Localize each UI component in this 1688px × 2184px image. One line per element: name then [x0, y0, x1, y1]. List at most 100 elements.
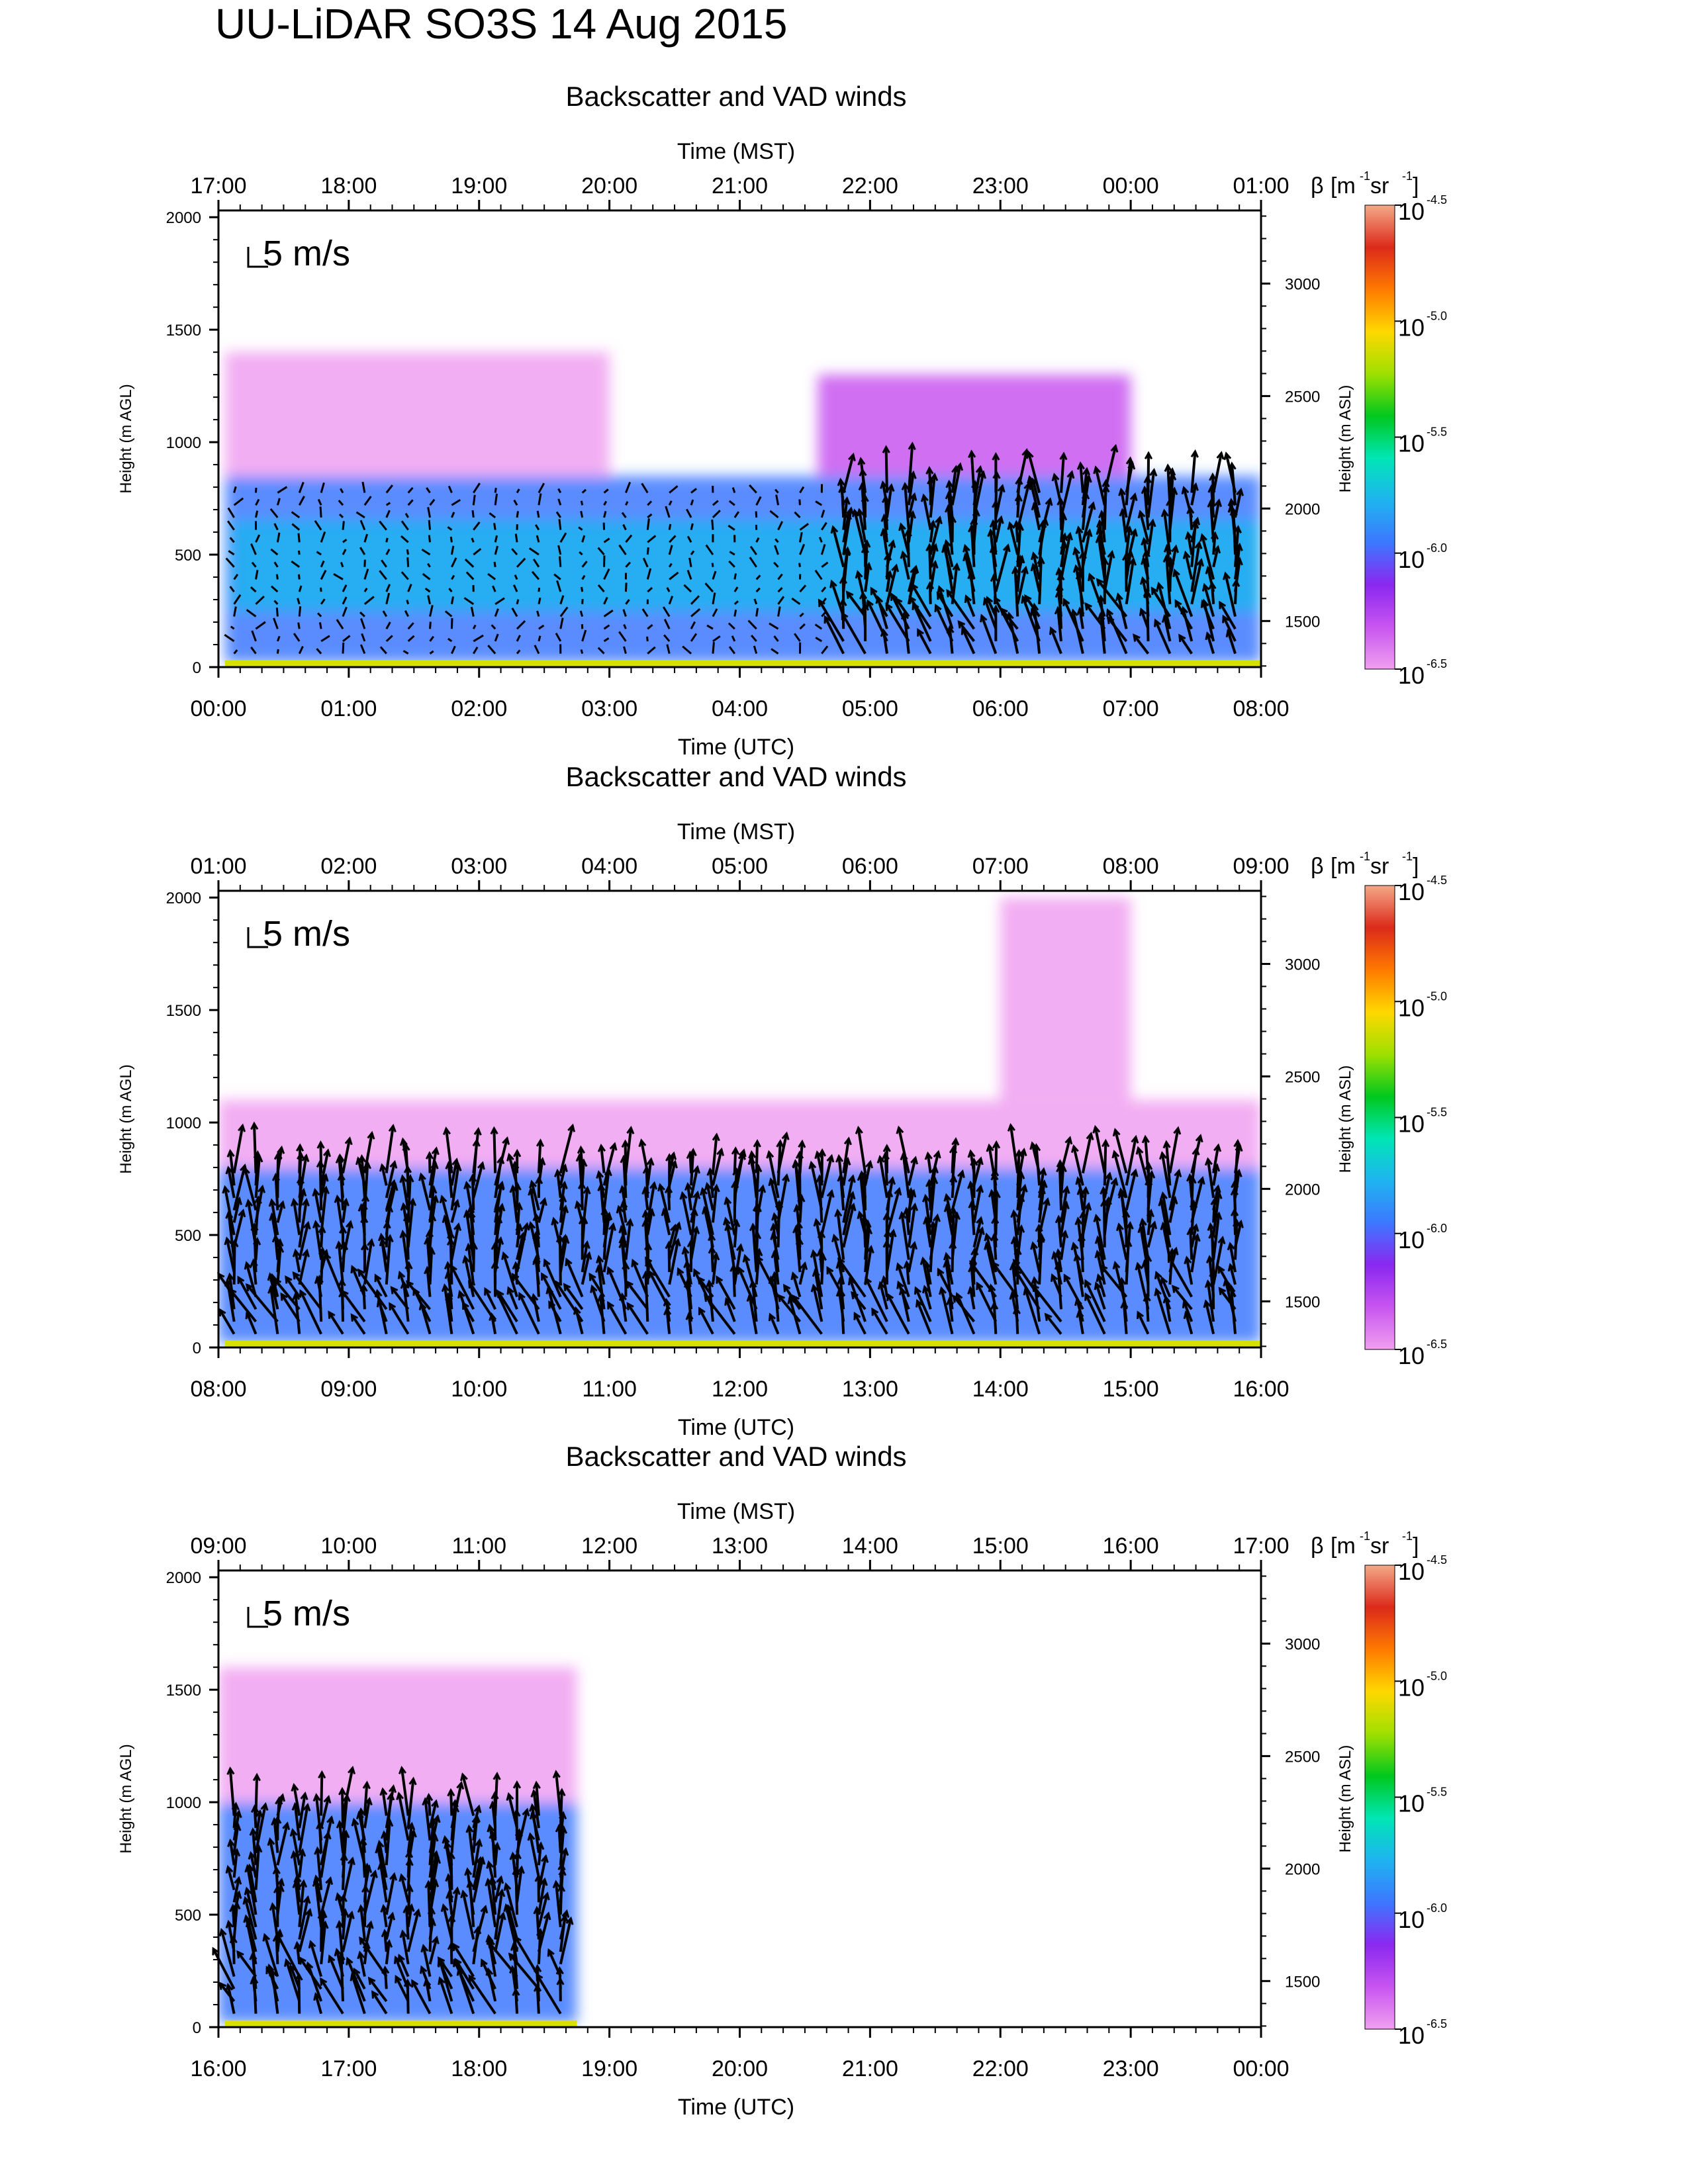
colorbar: [1364, 885, 1395, 1350]
wind-arrowhead: [260, 1801, 269, 1811]
wind-vector: [897, 1281, 910, 1310]
wind-vector: [363, 1132, 373, 1173]
colorbar-label-exp2: -1: [1402, 1529, 1413, 1543]
wind-arrowhead: [420, 1965, 428, 1974]
wind-vector: [769, 510, 779, 519]
wind-vector: [342, 596, 348, 605]
wind-arrowhead: [346, 1220, 353, 1229]
wind-vector: [851, 1292, 867, 1310]
wind-vector: [728, 560, 735, 568]
wind-arrowhead: [552, 1770, 561, 1779]
wind-vector: [335, 1949, 344, 1977]
wind-vector: [686, 570, 692, 580]
wind-vector: [492, 585, 496, 592]
wind-vector: [769, 622, 779, 630]
wind-arrowhead: [432, 1814, 441, 1823]
wind-vector: [559, 1918, 573, 1965]
panel-title: Backscatter and VAD winds: [565, 761, 906, 792]
wind-vector: [352, 1819, 366, 1866]
colorbar-label: β [m -1 sr -1]: [1311, 1529, 1419, 1559]
wind-vector: [298, 1909, 312, 1952]
wind-arrowhead: [312, 1220, 321, 1229]
wind-vector: [668, 523, 672, 530]
wind-arrowhead: [1042, 1197, 1051, 1206]
wind-arrowhead: [993, 596, 1001, 604]
wind-vector: [1125, 1222, 1132, 1273]
wind-vector: [428, 1815, 440, 1853]
colorbar-tick-base: 10: [1398, 546, 1425, 573]
wind-vector: [438, 1957, 453, 1978]
wind-vector: [280, 1293, 301, 1323]
wind-vector: [777, 606, 781, 617]
wind-vector: [1103, 445, 1117, 494]
y-tick-label: 500: [175, 1907, 201, 1925]
wind-vector: [487, 1940, 518, 1978]
wind-arrowhead: [731, 1146, 740, 1155]
wind-vector: [831, 526, 845, 568]
x-top-tick-label: 19:00: [451, 173, 507, 199]
wind-vector: [686, 508, 692, 518]
wind-vector: [597, 647, 605, 655]
wind-vector: [716, 1276, 736, 1310]
colorbar-tick-base: 10: [1398, 1558, 1425, 1585]
wind-arrowhead: [921, 1285, 930, 1294]
wind-arrowhead: [1064, 1136, 1073, 1145]
wind-vector: [447, 1875, 453, 1903]
colorbar-tick-exponent: -5.0: [1427, 989, 1447, 1003]
wind-arrowhead: [1082, 467, 1091, 476]
wind-vector: [646, 547, 649, 555]
wind-vector: [603, 637, 610, 643]
wind-vector: [1121, 510, 1128, 543]
wind-vector: [663, 619, 671, 629]
wind-vector: [927, 468, 932, 493]
wind-arrowhead: [224, 1236, 232, 1246]
wind-arrowhead: [865, 1160, 874, 1169]
wind-vector: [603, 488, 609, 494]
wind-vector: [895, 598, 910, 617]
wind-arrowhead: [238, 1123, 246, 1132]
wind-arrowhead: [724, 1196, 732, 1205]
colorbar-tick-exponent: -6.0: [1427, 541, 1447, 555]
wind-arrowhead: [921, 1193, 931, 1203]
wind-vector: [690, 1167, 699, 1199]
wind-arrowhead: [910, 565, 918, 574]
wind-vector: [324, 1253, 344, 1298]
wind-vector: [389, 1302, 410, 1335]
wind-vector: [390, 1287, 410, 1310]
wind-vector: [548, 1301, 562, 1322]
wind-vector: [1060, 1202, 1068, 1236]
wind-vector: [255, 498, 260, 506]
wind-vector: [1229, 1243, 1237, 1273]
wind-vector: [820, 1150, 824, 1186]
wind-vector: [882, 515, 888, 543]
wind-vector: [1137, 1148, 1150, 1186]
wind-arrowhead: [934, 604, 942, 613]
wind-vector: [514, 533, 518, 543]
wind-vector: [581, 629, 587, 642]
y-tick-label: 500: [175, 1227, 201, 1245]
wind-arrowhead: [848, 452, 856, 461]
wind-vector: [578, 1155, 584, 1199]
wind-vector: [1081, 476, 1090, 518]
wind-vector: [624, 1127, 633, 1173]
wind-arrowhead: [1207, 1222, 1215, 1231]
wind-arrowhead: [1149, 1220, 1158, 1230]
wind-vector: [823, 616, 845, 655]
wind-arrowhead: [1160, 1276, 1168, 1285]
wind-arrowhead: [388, 1784, 397, 1794]
wind-vector: [316, 1848, 323, 1890]
wind-arrowhead: [648, 1269, 656, 1279]
wind-vector: [363, 587, 368, 592]
wind-arrowhead: [380, 1903, 389, 1913]
wind-vector: [900, 523, 910, 555]
wind-vector: [985, 1243, 998, 1285]
wind-arrowhead: [442, 1835, 450, 1844]
wind-arrowhead: [1125, 1220, 1134, 1230]
wind-arrowhead: [291, 1783, 299, 1792]
wind-arrowhead: [858, 1170, 867, 1179]
wind-arrowhead: [1084, 1279, 1092, 1288]
wind-arrowhead: [371, 1990, 379, 1999]
wind-arrowhead: [425, 1151, 434, 1160]
x-tick-label: 12:00: [712, 1377, 768, 1402]
wind-vector: [232, 1850, 238, 1878]
